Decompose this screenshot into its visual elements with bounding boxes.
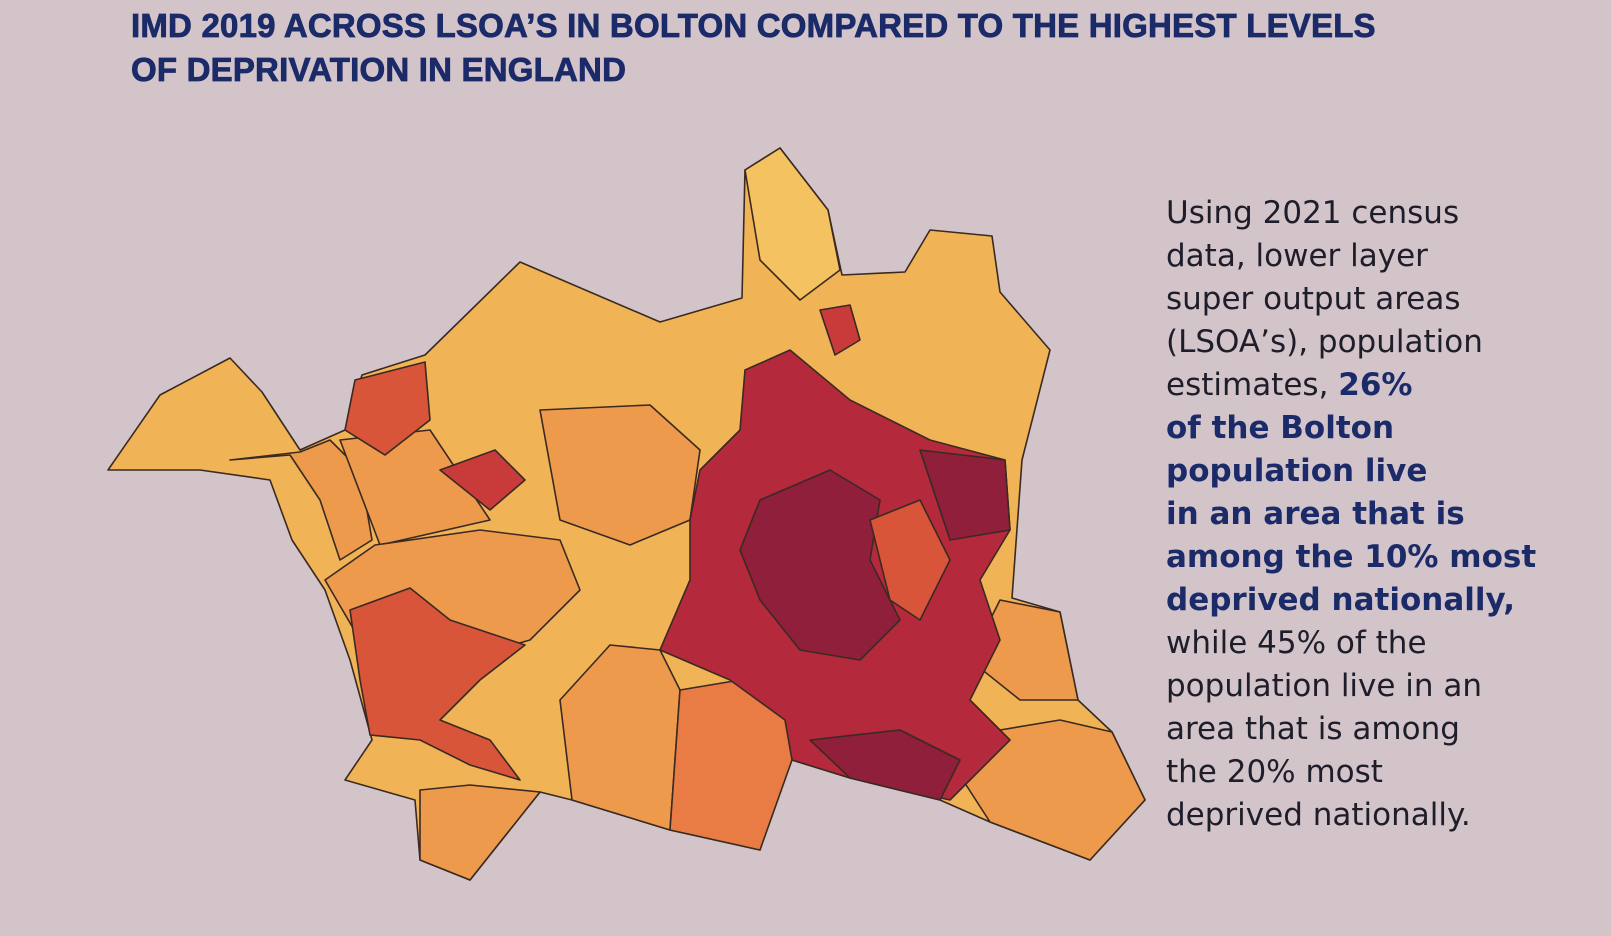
map-region: [344, 361, 431, 456]
text-line: estimates, 26%: [1166, 364, 1606, 407]
map-region: [744, 147, 841, 301]
map-region: [439, 449, 526, 511]
text-line: area that is among: [1166, 711, 1460, 747]
map-region: [869, 499, 951, 621]
text-line: while 45% of the: [1166, 625, 1427, 661]
description: Using 2021 census data, lower layer supe…: [1166, 192, 1606, 837]
map-region: [419, 784, 541, 881]
text-line: data, lower layer: [1166, 238, 1428, 274]
highlight-segment: 26%: [1338, 367, 1413, 403]
bolton-map: [107, 147, 1146, 881]
text-segment: estimates,: [1166, 367, 1329, 403]
text-line: Using 2021 census: [1166, 195, 1460, 231]
text-line: population live in an: [1166, 668, 1483, 704]
text-line: (LSOA’s), population: [1166, 324, 1483, 360]
highlight-line: among the 10% most: [1166, 539, 1537, 575]
map-region: [919, 449, 1011, 541]
title-line: IMD 2019 ACROSS LSOA’S IN BOLTON COMPARE…: [131, 7, 1376, 45]
highlight-line: population live: [1166, 453, 1428, 489]
map-region: [949, 719, 1146, 861]
map-region: [229, 439, 373, 561]
highlight-line: in an area that is: [1166, 496, 1465, 532]
map-region: [809, 729, 961, 801]
map-region: [819, 304, 861, 356]
text-line: super output areas: [1166, 281, 1461, 317]
text-line: deprived nationally.: [1166, 797, 1471, 833]
title: IMD 2019 ACROSS LSOA’S IN BOLTON COMPARE…: [131, 4, 1376, 92]
map-region: [739, 469, 901, 661]
highlight-line: deprived nationally,: [1166, 582, 1516, 618]
title-line: OF DEPRIVATION IN ENGLAND: [131, 51, 627, 89]
highlight-line: of the Bolton: [1166, 410, 1395, 446]
map-region: [349, 587, 526, 781]
text-line: the 20% most: [1166, 754, 1383, 790]
